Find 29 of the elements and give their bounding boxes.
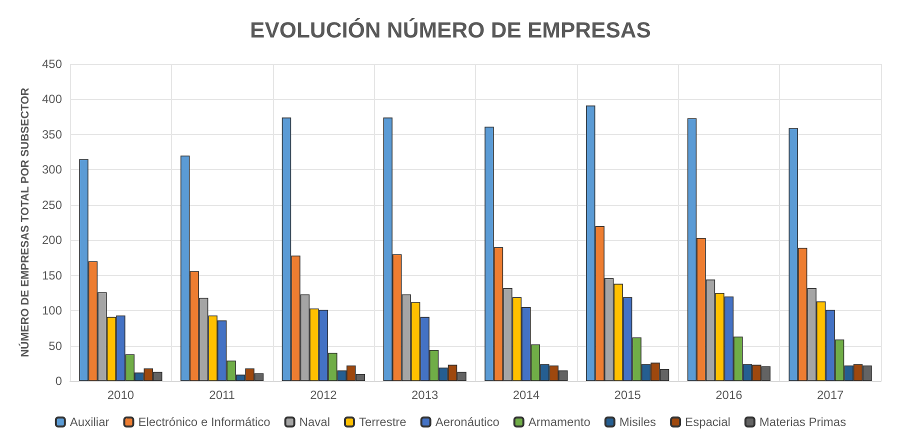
x-tick-label: 2010 xyxy=(107,388,134,402)
y-tick-label: 200 xyxy=(42,233,62,248)
y-tick-label: 250 xyxy=(42,198,62,212)
legend-label: Misiles xyxy=(619,415,656,429)
legend-label: Espacial xyxy=(685,415,730,429)
y-tick-label: 300 xyxy=(42,162,62,177)
y-tick-label: 0 xyxy=(55,374,62,388)
legend-label: Armamento xyxy=(528,415,591,429)
y-tick-label: 150 xyxy=(42,268,62,282)
y-tick-label: 50 xyxy=(48,338,62,353)
legend-label: Naval xyxy=(299,415,330,429)
y-tick-label: 400 xyxy=(42,92,62,106)
legend-label: Aeronáutico xyxy=(435,415,500,429)
x-tick-label: 2016 xyxy=(716,388,743,402)
x-tick-label: 2014 xyxy=(512,388,540,402)
x-tick-label: 2017 xyxy=(816,388,844,402)
y-tick-label: 350 xyxy=(42,127,62,142)
y-tick-label: 100 xyxy=(42,304,62,318)
x-tick-label: 2013 xyxy=(411,388,438,402)
legend-label: Auxiliar xyxy=(70,415,110,429)
x-tick-label: 2012 xyxy=(310,388,338,402)
y-axis-title: NÚMERO DE EMPRESAS TOTAL POR SUBSECTOR xyxy=(18,88,32,358)
x-tick-label: 2011 xyxy=(209,388,236,402)
chart-title: EVOLUCIÓN NÚMERO DE EMPRESAS xyxy=(250,18,651,42)
y-tick-label: 450 xyxy=(42,57,62,71)
legend-label: Materias Primas xyxy=(759,415,846,429)
legend-label: Electrónico e Informático xyxy=(138,415,271,429)
legend-label: Terrestre xyxy=(358,415,407,429)
x-tick-label: 2015 xyxy=(614,388,642,402)
